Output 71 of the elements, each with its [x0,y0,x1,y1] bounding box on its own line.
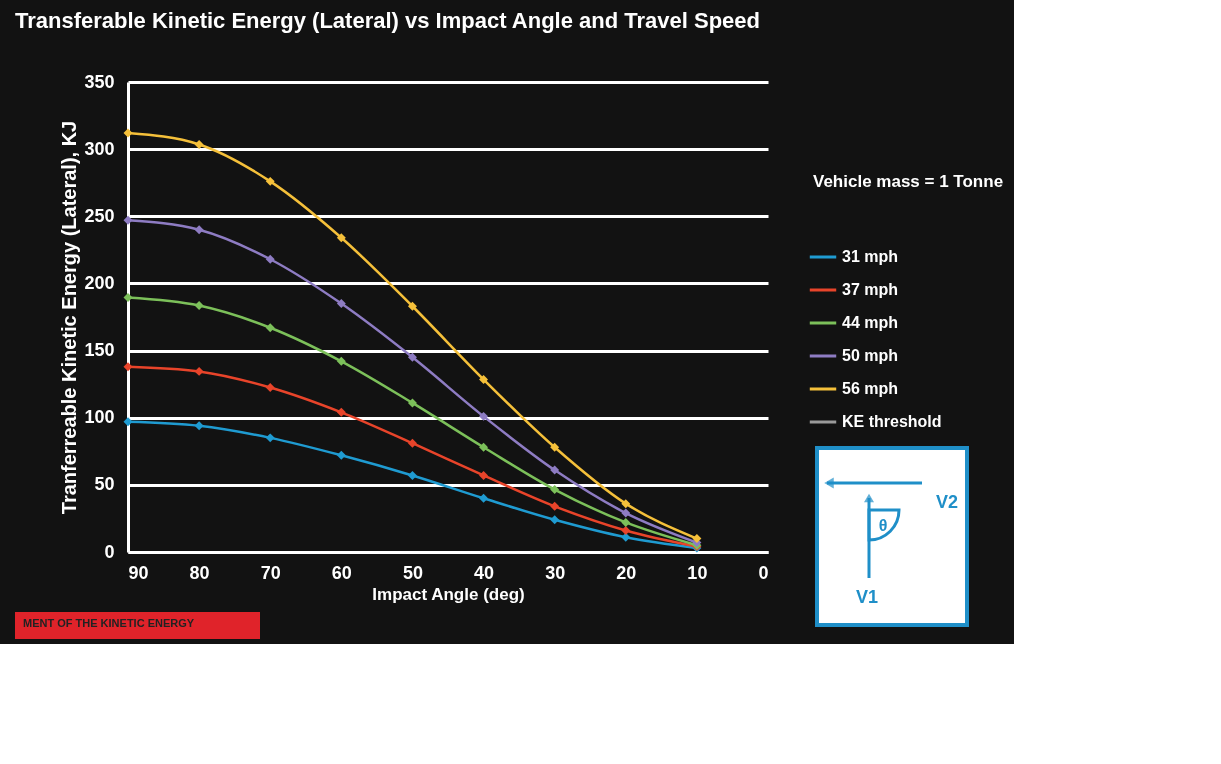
point [265,176,275,186]
point [550,442,560,452]
point [479,374,489,384]
point [194,366,204,376]
point [265,254,275,264]
text: V1 [855,587,879,607]
point [479,493,489,503]
x-tick-label: 90 [128,562,149,583]
x-axis-title: Impact Angle (deg) [372,584,525,604]
point [336,356,346,366]
point [550,515,560,525]
point [479,470,489,480]
x-tick-label: 70 [260,562,281,583]
point [194,301,204,311]
chart-title: Transferable Kinetic Energy (Lateral) vs Impact Angle and Travel Speed [15,8,760,33]
legend-label: 50 mph [842,347,899,364]
point [123,417,133,427]
point [265,383,275,392]
point [621,508,631,518]
x-tick-label: 10 [687,562,708,583]
legend-label: 56 mph [842,380,899,397]
point [621,499,631,509]
y-tick-label: 50 [94,474,115,495]
text: Vehicle mass = 1 Tonne [813,172,1004,191]
point [265,323,275,333]
point [550,485,560,495]
point [194,225,204,235]
text: θ [878,517,888,534]
point [336,299,346,309]
x-tick-label: 20 [616,562,637,583]
x-tick-label: 80 [189,562,210,583]
y-tick-label: 350 [84,71,115,92]
legend-label: 44 mph [842,314,899,331]
point [407,352,417,362]
x-tick-label: 40 [474,562,495,583]
x-tick-label: 0 [758,562,769,583]
point [407,398,417,408]
point [336,407,346,417]
point [194,139,204,149]
point [123,215,133,225]
y-tick-label: 250 [84,205,115,226]
text: V2 [935,492,959,512]
x-tick-label: 30 [545,562,566,583]
legend-label: 37 mph [842,281,899,298]
legend-label: KE threshold [842,413,942,430]
point [621,526,631,535]
point [550,501,560,511]
y-tick-label: 300 [84,138,115,159]
y-tick-label: 200 [84,272,115,293]
point [550,465,560,475]
point [407,301,417,311]
y-tick-label: 150 [84,340,115,361]
text: MENT OF THE KINETIC ENERGY [23,617,195,629]
point [336,233,346,243]
point [621,517,631,527]
point [479,442,489,452]
point [123,128,133,138]
point [336,450,346,460]
y-tick-label: 100 [84,407,115,428]
y-axis-title: Tranferreable Kinetic Energy (Lateral), KJ [58,120,81,515]
point [407,438,417,448]
legend-label: 31 mph [842,248,899,265]
x-tick-label: 50 [402,562,423,583]
point [265,433,275,443]
y-tick-label: 0 [104,541,115,562]
point [194,421,204,431]
point [407,470,417,480]
x-tick-label: 60 [331,562,352,583]
point [123,362,133,372]
point [692,534,702,544]
point [479,411,489,421]
